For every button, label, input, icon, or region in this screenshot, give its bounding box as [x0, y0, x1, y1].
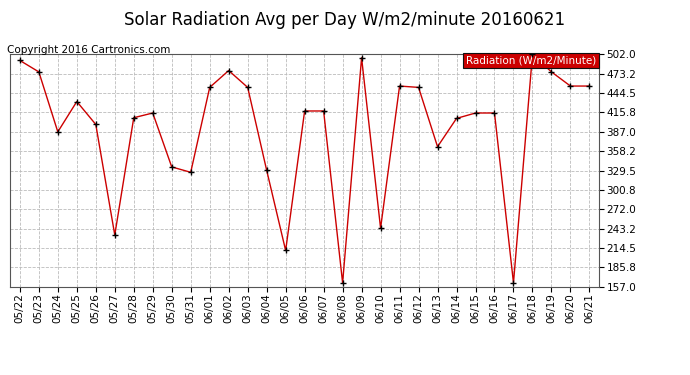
Text: Solar Radiation Avg per Day W/m2/minute 20160621: Solar Radiation Avg per Day W/m2/minute … — [124, 11, 566, 29]
Text: Radiation (W/m2/Minute): Radiation (W/m2/Minute) — [466, 56, 596, 66]
Text: Copyright 2016 Cartronics.com: Copyright 2016 Cartronics.com — [7, 45, 170, 55]
